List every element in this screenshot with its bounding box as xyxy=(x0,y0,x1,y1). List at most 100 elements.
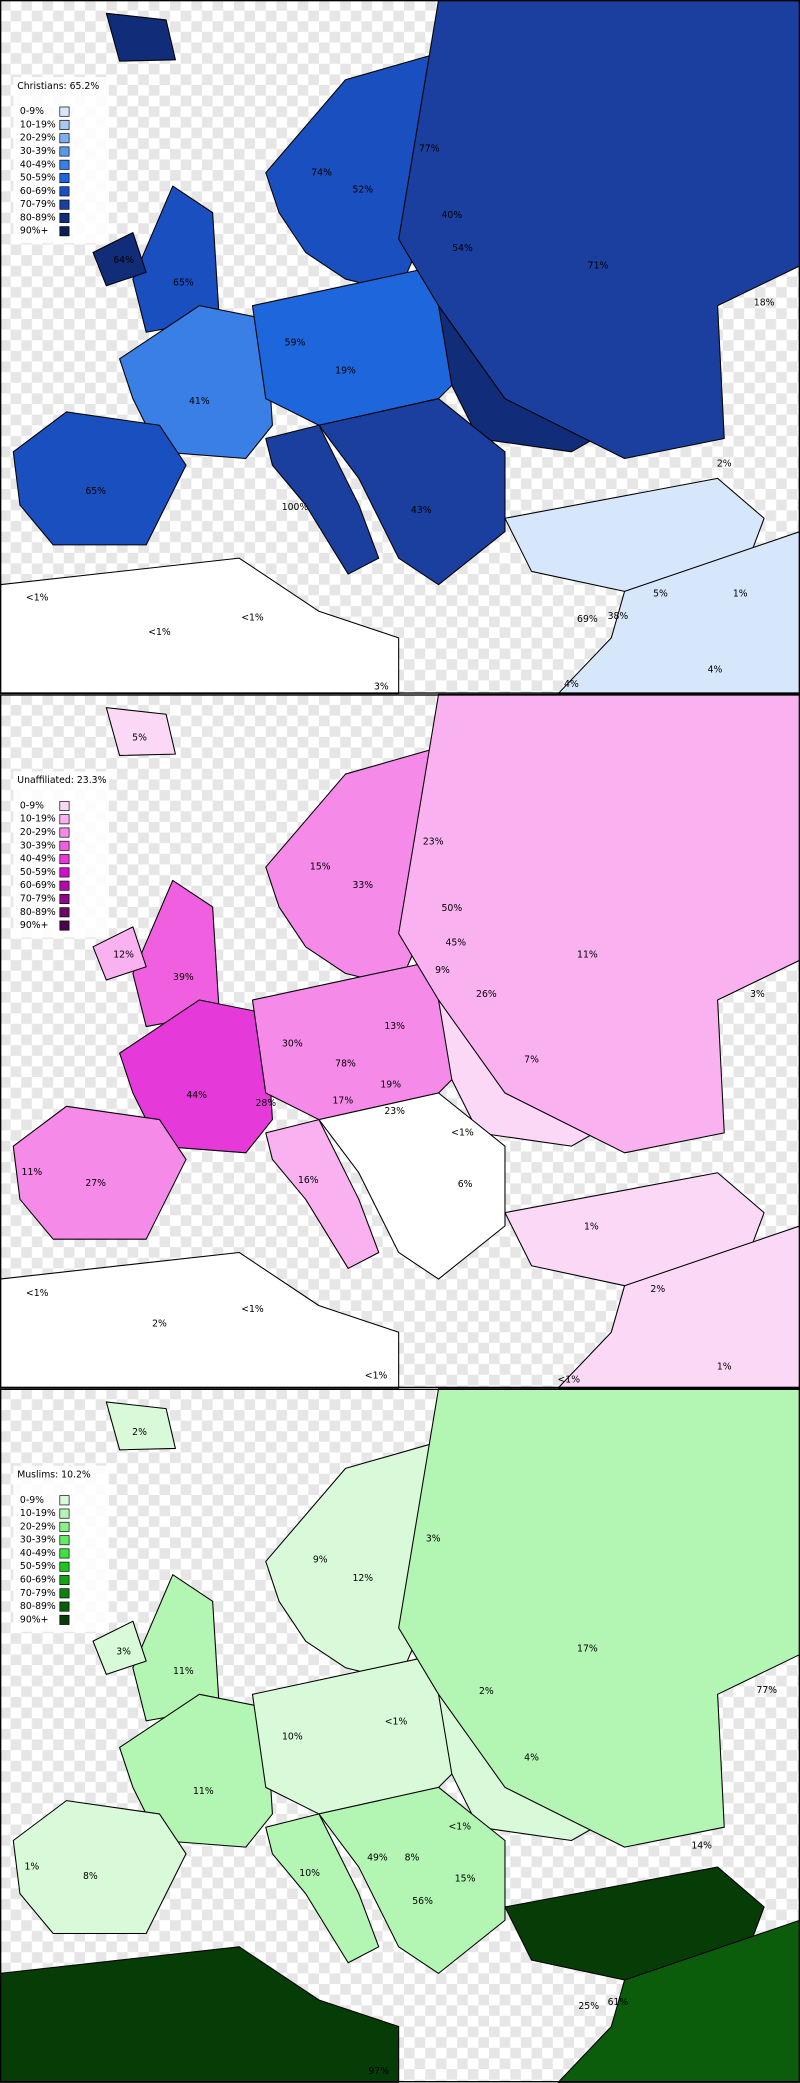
region-uk xyxy=(132,1574,220,1722)
legend-title: Christians: 65.2% xyxy=(17,81,99,92)
region-russia xyxy=(398,1388,800,1848)
region-label: 4% xyxy=(564,679,579,690)
region-balkans xyxy=(318,1092,506,1280)
region-label: 3% xyxy=(426,1533,441,1544)
region-iberia xyxy=(12,411,187,546)
legend-label: 90%+ xyxy=(20,1614,48,1625)
legend-swatch xyxy=(59,119,70,130)
region-label: 23% xyxy=(384,1106,405,1117)
legend-label: 90%+ xyxy=(20,920,48,931)
region-label: 17% xyxy=(333,1095,354,1106)
legend-swatch xyxy=(59,1614,70,1625)
region-label: <1% xyxy=(557,1375,580,1386)
legend-label: 40-49% xyxy=(20,854,56,865)
region-iceland xyxy=(105,707,176,756)
region-label: 43% xyxy=(411,505,432,516)
region-balkans xyxy=(318,1786,506,1974)
region-label: 38% xyxy=(608,611,629,622)
region-label: 11% xyxy=(193,1786,214,1797)
region-france xyxy=(119,999,273,1154)
region-ireland xyxy=(92,926,147,981)
region-label: 15% xyxy=(310,862,331,873)
map-panel: 5% 15% 33% 23% 50% 45% 12% 39% 11% 9% 26% 13% 30% 78%… xyxy=(0,693,800,1389)
legend-swatch xyxy=(59,1535,70,1546)
legend-label: 50-59% xyxy=(20,867,56,878)
region-uk xyxy=(132,879,220,1028)
region-label: 11% xyxy=(173,1666,194,1677)
legend-label: 50-59% xyxy=(20,1561,56,1572)
region-label: 78% xyxy=(335,1058,356,1069)
region-label: 30% xyxy=(282,1038,303,1049)
region-label: 19% xyxy=(335,365,356,376)
legend-label: 80-89% xyxy=(20,1601,56,1612)
region-label: 18% xyxy=(754,297,775,308)
legend-label: 50-59% xyxy=(20,173,56,184)
region-label: <1% xyxy=(449,1822,472,1833)
legend-label: 30-39% xyxy=(20,840,56,851)
legend-label: 30-39% xyxy=(20,1535,56,1546)
legend-swatch xyxy=(59,1561,70,1572)
legend-label: 20-29% xyxy=(20,133,56,144)
legend-swatch xyxy=(59,212,70,223)
region-label: 1% xyxy=(733,589,748,600)
region-uk xyxy=(132,185,220,333)
region-label: 26% xyxy=(476,989,497,1000)
region-nafrica xyxy=(0,1946,400,2083)
legend-label: 80-89% xyxy=(20,212,56,223)
region-italy xyxy=(265,1813,380,1964)
region-label: 12% xyxy=(113,949,134,960)
legend-swatch xyxy=(59,159,70,170)
region-label: 64% xyxy=(113,255,134,266)
region-label: 39% xyxy=(173,972,194,983)
region-label: 1% xyxy=(584,1222,599,1233)
region-label: 23% xyxy=(423,836,444,847)
region-label: 54% xyxy=(452,243,473,254)
region-label: 4% xyxy=(708,664,723,675)
legend-label: 40-49% xyxy=(20,1548,56,1559)
legend-label: 70-79% xyxy=(20,1588,56,1599)
region-label: 25% xyxy=(578,2001,599,2012)
legend-swatch xyxy=(59,880,70,891)
region-label: 71% xyxy=(588,260,609,271)
region-ireland xyxy=(92,1620,147,1675)
legend-swatch xyxy=(59,1575,70,1586)
region-label: 6% xyxy=(458,1179,473,1190)
legend-label: 20-29% xyxy=(20,1521,56,1532)
region-label: 13% xyxy=(384,1021,405,1032)
legend-swatch xyxy=(59,840,70,851)
legend-title: Muslims: 10.2% xyxy=(17,1470,91,1481)
region-label: 10% xyxy=(299,1868,320,1879)
region-label: 56% xyxy=(412,1896,433,1907)
region-italy xyxy=(265,1119,380,1269)
region-label: 40% xyxy=(441,210,462,221)
region-label: 1% xyxy=(25,1862,40,1873)
region-russia xyxy=(398,0,800,460)
region-label: 3% xyxy=(374,682,389,693)
region-label: 65% xyxy=(173,278,194,289)
map-panel: 2% 9% 3% 12% 3% 11% 17% 77% <1% 2% 10% 11% 4% 8% 1% 49%… xyxy=(0,1388,800,2083)
region-nafrica xyxy=(0,1251,400,1389)
region-label: 2% xyxy=(650,1284,665,1295)
region-label: 9% xyxy=(435,965,450,976)
region-label: 65% xyxy=(85,486,106,497)
region-label: <1% xyxy=(451,1127,474,1138)
panel-border xyxy=(0,0,800,694)
region-label: 14% xyxy=(691,1840,712,1851)
region-label: 16% xyxy=(298,1175,319,1186)
region-label: 11% xyxy=(22,1167,43,1178)
region-label: 74% xyxy=(311,167,332,178)
legend-swatch xyxy=(59,867,70,878)
region-balkans xyxy=(318,398,506,586)
legend-label: 0-9% xyxy=(20,800,44,811)
legend-swatch xyxy=(59,827,70,838)
region-iberia xyxy=(12,1800,187,1935)
region-label: 15% xyxy=(455,1874,476,1885)
legend-label: 0-9% xyxy=(20,1495,44,1506)
legend-swatch xyxy=(59,106,70,117)
legend-label: 10-19% xyxy=(20,119,56,130)
region-label: 28% xyxy=(255,1098,276,1109)
region-label: 7% xyxy=(524,1054,539,1065)
region-label: 5% xyxy=(653,589,668,600)
panel-border xyxy=(0,1388,800,2083)
